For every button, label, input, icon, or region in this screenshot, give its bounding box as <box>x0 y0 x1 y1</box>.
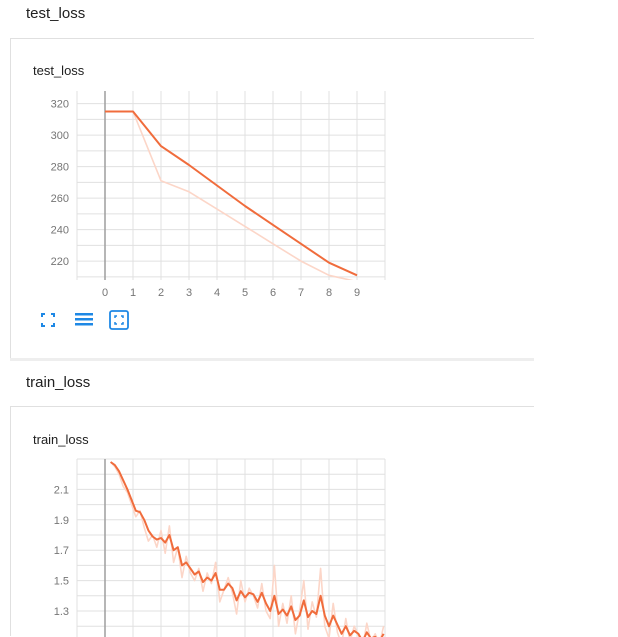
fit-domain-icon <box>41 313 55 327</box>
y-tick-label: 320 <box>51 99 69 111</box>
y-tick-label: 2.1 <box>54 484 69 496</box>
y-tick-label: 260 <box>51 193 69 205</box>
section-header-train-loss[interactable]: train_loss <box>10 369 534 397</box>
y-tick-label: 1.9 <box>54 515 69 527</box>
smoothed-series-line <box>105 110 358 277</box>
chart-card-test-loss: test_loss 220 240 260 280 300 320 0 1 2 3 4 5 6 7 8 9 <box>10 38 534 358</box>
fit-domain-button[interactable] <box>37 309 59 331</box>
x-tick-label: 5 <box>242 287 248 299</box>
y-tick-label: 220 <box>51 256 69 268</box>
section-header-test-loss[interactable]: test_loss <box>10 0 534 28</box>
section-title: test_loss <box>26 5 86 22</box>
expand-button[interactable] <box>108 309 130 331</box>
x-tick-label: 7 <box>298 287 304 299</box>
y-tick-label: 1.5 <box>54 576 69 588</box>
y-tick-label: 240 <box>51 225 69 237</box>
toggle-log-scale-button[interactable] <box>73 309 95 331</box>
x-tick-label: 0 <box>102 287 108 299</box>
y-tick-label: 1.3 <box>54 606 69 618</box>
y-tick-label: 280 <box>51 162 69 174</box>
x-tick-label: 4 <box>214 287 220 299</box>
expand-icon <box>109 310 129 330</box>
x-tick-label: 3 <box>186 287 192 299</box>
chart-title: train_loss <box>33 432 89 447</box>
x-tick-label: 9 <box>354 287 360 299</box>
smoothed-series-line <box>110 461 385 637</box>
toggle-log-scale-icon <box>75 313 93 326</box>
section-divider <box>10 358 534 361</box>
x-tick-label: 2 <box>158 287 164 299</box>
y-tick-label: 1.7 <box>54 545 69 557</box>
x-tick-label: 1 <box>130 287 136 299</box>
raw-series-line <box>105 110 354 280</box>
chart-title: test_loss <box>33 63 85 78</box>
test-loss-chart[interactable]: 220 240 260 280 300 320 0 1 2 3 4 5 6 7 8 9 <box>11 39 535 359</box>
y-tick-label: 300 <box>51 130 69 142</box>
train-loss-chart[interactable]: 1.11.31.51.71.92.1 <box>11 407 535 637</box>
x-tick-label: 8 <box>326 287 332 299</box>
section-title: train_loss <box>26 374 91 391</box>
x-tick-label: 6 <box>270 287 276 299</box>
chart-card-train-loss: train_loss 1.11.31.51.71.92.1 <box>10 406 535 637</box>
